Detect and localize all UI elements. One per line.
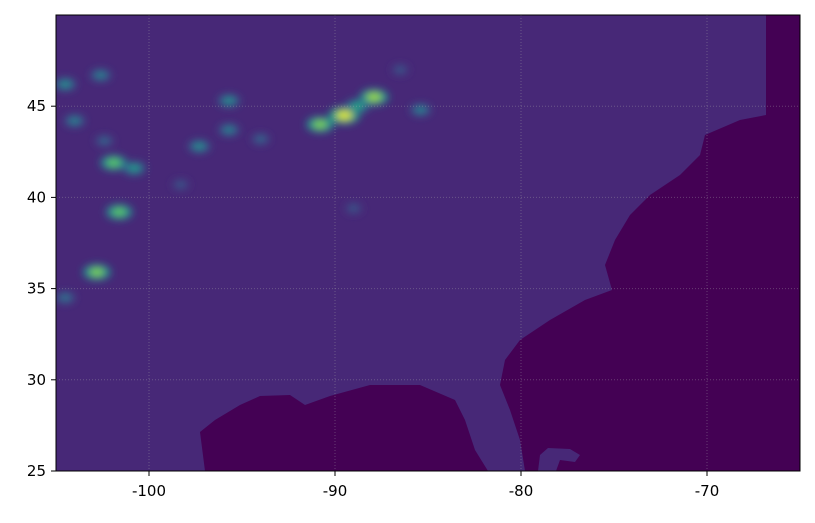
hotspot xyxy=(366,92,382,102)
hotspot xyxy=(351,102,364,110)
y-tick-label: 25 xyxy=(27,462,46,480)
hotspot xyxy=(99,137,110,144)
x-tick-label: -100 xyxy=(132,482,166,500)
plot-frame xyxy=(55,14,801,472)
x-tick-label: -70 xyxy=(695,482,720,500)
hotspot xyxy=(95,71,106,79)
y-tick-label: 35 xyxy=(27,280,46,298)
axes: -100 -90 -80 -70 25 30 35 40 45 xyxy=(27,97,719,500)
x-tick-label: -90 xyxy=(323,482,348,500)
y-tick-label: 45 xyxy=(27,97,46,115)
hotspot xyxy=(415,106,426,114)
hotspot xyxy=(112,207,126,217)
hotspot xyxy=(176,181,186,188)
hotspot xyxy=(106,158,121,167)
atlantic-ocean xyxy=(500,15,800,471)
hotspot xyxy=(60,294,71,301)
hotspot xyxy=(349,205,359,212)
y-tick-label: 40 xyxy=(27,188,46,206)
hotspot-layer xyxy=(56,64,432,304)
island xyxy=(538,448,580,471)
hotspot xyxy=(59,80,71,88)
hotspot xyxy=(255,135,266,143)
hotspot xyxy=(69,117,80,125)
hotspot xyxy=(223,126,235,134)
hotspot xyxy=(193,142,205,150)
hotspot xyxy=(395,66,405,73)
hotspot xyxy=(89,267,104,277)
gulf-of-mexico xyxy=(200,385,488,471)
hotspot xyxy=(336,110,353,121)
hotspot xyxy=(223,97,235,105)
hotspot xyxy=(313,120,328,129)
x-tick-label: -80 xyxy=(509,482,534,500)
hotspot xyxy=(128,164,140,172)
grid xyxy=(56,15,800,471)
y-tick-label: 30 xyxy=(27,371,46,389)
